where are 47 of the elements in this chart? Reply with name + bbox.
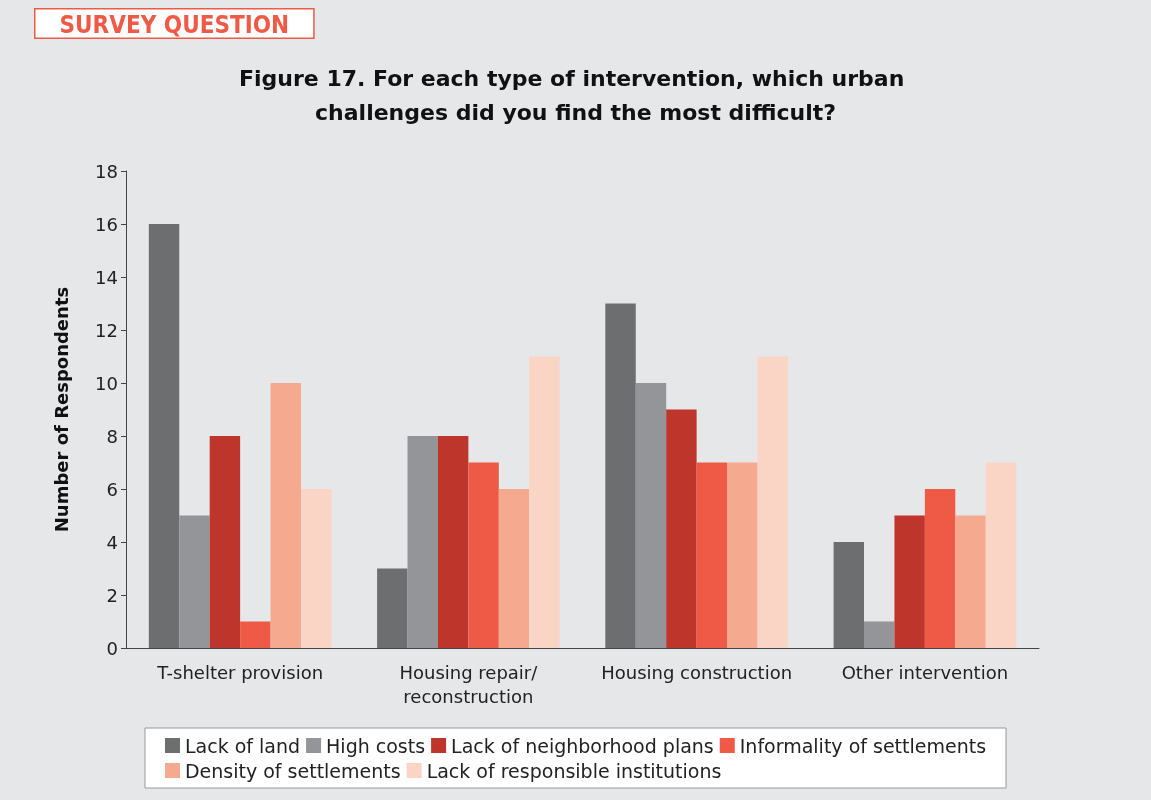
bar <box>498 489 530 648</box>
legend-label: Lack of responsible institutions <box>426 759 722 782</box>
bar <box>696 462 728 648</box>
bar <box>833 542 865 648</box>
bar <box>955 515 986 648</box>
bar <box>300 489 332 648</box>
bar <box>179 515 210 648</box>
y-tick-label: 8 <box>106 425 118 447</box>
legend-label: Informality of settlements <box>739 734 987 757</box>
y-tick-label: 10 <box>95 372 118 394</box>
legend-label: High costs <box>326 734 426 757</box>
bar <box>757 356 788 648</box>
bar <box>377 568 408 648</box>
x-tick-label: Housing construction <box>601 661 793 683</box>
chart-title: Figure 17. For each type of intervention, which urban challenges did you find the most difficult? <box>238 65 913 125</box>
text: SURVEY QUESTION <box>59 10 290 39</box>
y-tick-label: 4 <box>106 531 118 553</box>
x-tick-label: Other intervention <box>841 661 1009 683</box>
y-tick-label: 2 <box>106 584 118 606</box>
x-tick-label: T-shelter provision <box>156 661 324 683</box>
bar <box>635 383 667 648</box>
bar <box>270 383 301 648</box>
bar <box>666 409 697 648</box>
bar <box>864 621 895 648</box>
x-tick-label: Housing repair/ reconstruction <box>399 661 539 707</box>
bar <box>437 436 469 648</box>
bar <box>894 515 925 648</box>
bar <box>985 462 1017 648</box>
bar <box>407 436 438 648</box>
y-tick-label: 14 <box>95 266 118 288</box>
bar <box>148 224 180 648</box>
y-tick-label: 0 <box>106 637 118 659</box>
y-tick-label: 12 <box>95 319 118 341</box>
bar <box>209 436 241 648</box>
bar <box>529 356 560 648</box>
y-tick-label: 16 <box>95 213 118 235</box>
bar <box>924 489 956 648</box>
legend-label: Lack of neighborhood plans <box>451 734 714 757</box>
legend-label: Density of settlements <box>184 759 401 782</box>
bar <box>727 462 758 648</box>
bar <box>468 462 499 648</box>
bar <box>605 303 636 648</box>
y-tick-label: 18 <box>95 160 118 182</box>
y-axis-title: Number of Respondents <box>50 286 72 533</box>
bar <box>240 621 271 648</box>
legend-label: Lack of land <box>184 734 301 757</box>
y-tick-label: 6 <box>106 478 118 500</box>
